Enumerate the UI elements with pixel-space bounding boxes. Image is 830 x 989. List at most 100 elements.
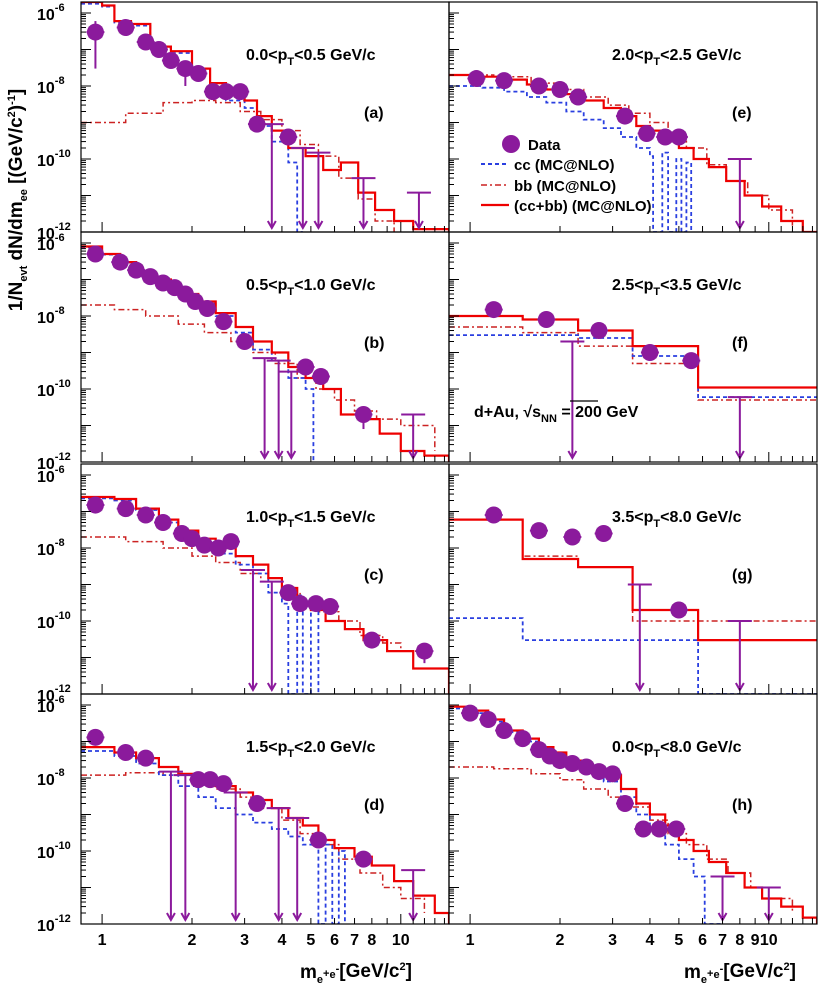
annotation-sqrt-sign: √ <box>523 404 532 421</box>
panel-content-g <box>449 506 817 694</box>
data-point <box>137 749 155 767</box>
bb-curve <box>81 304 436 451</box>
panel-letter: (b) <box>364 335 384 352</box>
x-tick-label: 3 <box>608 932 617 949</box>
panel-letter: (g) <box>732 567 752 584</box>
data-point <box>616 795 634 813</box>
x-tick-label: 1 <box>98 932 107 949</box>
panel-content-c <box>81 495 449 694</box>
panel-content-h <box>449 704 817 924</box>
data-point <box>495 72 513 90</box>
data-point <box>514 730 532 748</box>
x-axis-title-right: me+e-[GeV/c2] <box>684 961 796 986</box>
data-point <box>309 831 327 849</box>
data-point <box>530 77 548 95</box>
data-point <box>667 820 685 838</box>
legend-label-total: (cc+bb) (MC@NLO) <box>514 198 652 215</box>
data-point <box>595 524 613 542</box>
panel-frame <box>448 231 818 463</box>
svg-text:d+Au, √sNN = 200 GeV: d+Au, √sNN = 200 GeV <box>474 404 639 425</box>
data-point <box>141 268 159 286</box>
x-tick-label: 8 <box>367 932 376 949</box>
collision-annotation: d+Au, √sNN = 200 GeV <box>474 400 639 425</box>
panel-content-b <box>81 245 449 462</box>
y-tick-label: 10-8 <box>37 75 65 97</box>
x-tick-label: 10 <box>392 932 410 949</box>
annotation-end: = 200 GeV <box>557 404 639 421</box>
panel-content-d <box>81 728 449 924</box>
upper-limit-arrowhead <box>358 220 369 231</box>
data-point <box>656 128 674 146</box>
data-point <box>204 83 222 101</box>
legend-label-data: Data <box>528 137 561 154</box>
data-point <box>467 70 485 88</box>
data-point <box>307 595 325 613</box>
y-axis-title-text: 1/N <box>6 282 27 312</box>
data-point <box>312 367 330 385</box>
data-point <box>590 322 608 340</box>
panel-frame <box>448 693 818 925</box>
bb-curve <box>449 74 794 226</box>
svg-text:1/Nevt dN/dmee [(GeV/c2)-1]: 1/Nevt dN/dmee [(GeV/c2)-1] <box>6 89 30 312</box>
data-point <box>111 253 129 271</box>
panel-c: 10-6 10-8 10-10 10-12 1.0<pT<1.5 GeV/c (c) <box>37 463 450 705</box>
data-point <box>670 128 688 146</box>
x-tick-label: 4 <box>277 932 286 949</box>
pt-range-label: 2.0<pT<2.5 GeV/c <box>612 47 742 68</box>
data-point <box>117 743 135 761</box>
data-point <box>682 352 700 370</box>
panel-f: 2.5<pT<3.5 GeV/c (f) <box>448 231 818 463</box>
data-point <box>137 33 155 51</box>
data-point <box>236 333 254 351</box>
x-axis-title-left: me+e-[GeV/c2] <box>300 961 412 986</box>
data-point <box>530 522 548 540</box>
upper-limit-arrowhead <box>259 450 270 461</box>
total-curve <box>81 746 449 924</box>
data-point <box>86 496 104 514</box>
upper-limit-arrowhead <box>634 682 645 693</box>
x-tick-label: 10 <box>760 932 778 949</box>
panel-d: 10-6 10-8 10-10 10-12 1 2 3 4 5 6 7 8 10 1.5<pT<2.0 G… <box>37 693 450 949</box>
data-point <box>415 642 433 660</box>
panel-letter: (e) <box>732 105 752 122</box>
y-tick-label: 10-10 <box>37 840 71 862</box>
total-curve <box>449 518 817 642</box>
x-tick-label: 3 <box>240 932 249 949</box>
y-tick-label: 10-10 <box>37 378 71 400</box>
upper-limit-arrowhead <box>266 220 277 231</box>
y-tick-label: 10-12 <box>37 913 71 935</box>
upper-limit-arrowhead <box>248 682 258 693</box>
y-tick-label: 10-6 <box>37 694 65 716</box>
legend: Data cc (MC@NLO) bb (MC@NLO) (cc+bb) (MC… <box>481 135 652 215</box>
pt-range-label: 0.0<pT<0.5 GeV/c <box>246 47 376 68</box>
y-tick-label: 10-12 <box>37 451 71 473</box>
y-axis-title: 1/Nevt dN/dmee [(GeV/c2)-1] <box>6 89 30 312</box>
data-point <box>248 795 266 813</box>
total-curve <box>81 495 449 694</box>
data-point <box>590 763 608 781</box>
x-tick-label: 5 <box>306 932 315 949</box>
data-point <box>551 81 569 99</box>
upper-limit-arrowhead <box>273 450 284 461</box>
cc-curve <box>449 617 817 694</box>
pt-range-label: 1.0<pT<1.5 GeV/c <box>246 509 376 530</box>
data-point <box>162 51 180 69</box>
cc-curve <box>449 85 693 232</box>
data-point <box>634 820 652 838</box>
data-point <box>279 128 297 146</box>
data-point <box>217 83 235 101</box>
y-tick-label: 10-6 <box>37 2 65 24</box>
data-point <box>537 311 555 329</box>
upper-limit-arrowhead <box>292 912 303 923</box>
data-point <box>650 820 668 838</box>
panel-letter: (h) <box>732 797 752 814</box>
pt-range-label: 3.5<pT<8.0 GeV/c <box>612 509 742 530</box>
legend-data-marker <box>502 135 520 153</box>
y-tick-label: 10-8 <box>37 305 65 327</box>
upper-limit-arrowhead <box>166 912 176 923</box>
panel-b: 10-6 10-8 10-10 10-12 0.5<pT<1.0 GeV/c (b) <box>37 231 450 473</box>
data-point <box>150 40 168 58</box>
upper-limit-arrowhead <box>297 220 308 231</box>
